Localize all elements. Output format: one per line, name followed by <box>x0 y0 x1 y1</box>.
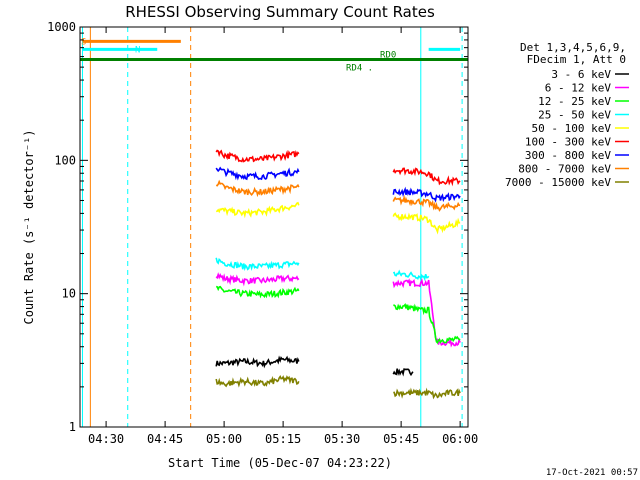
legend-label-1: 6 - 12 keV <box>545 82 612 95</box>
y-tick-label-0: 1 <box>69 420 76 434</box>
series-4-segment-0 <box>215 201 300 219</box>
series-1-segment-0 <box>215 272 300 287</box>
legend: Det 1,3,4,5,6,9,FDecim 1, Att 0 3 - 6 keV… <box>505 41 629 189</box>
series-6-segment-0 <box>215 166 300 181</box>
x-tick-label-1: 04:45 <box>147 432 183 446</box>
series-5 <box>215 149 461 187</box>
series-8 <box>215 375 461 400</box>
series-2-segment-1 <box>393 303 461 345</box>
legend-label-6: 300 - 800 keV <box>525 149 611 162</box>
legend-label-0: 3 - 6 keV <box>551 68 611 81</box>
series-1 <box>215 272 461 348</box>
series-3-segment-1 <box>392 269 430 282</box>
series-1-segment-1 <box>392 277 461 348</box>
series-3-segment-0 <box>215 257 300 272</box>
series-6-segment-1 <box>392 186 461 203</box>
legend-label-7: 800 - 7000 keV <box>518 163 611 176</box>
x-tick-label-4: 05:30 <box>324 432 360 446</box>
legend-label-8: 7000 - 15000 keV <box>505 176 611 189</box>
series-2-segment-0 <box>215 285 300 299</box>
x-axis-label: Start Time (05-Dec-07 04:23:22) <box>168 456 392 470</box>
legend-label-5: 100 - 300 keV <box>525 136 611 149</box>
plot-marks: S N RD4 . RD0 <box>80 27 468 427</box>
series-4 <box>215 201 461 235</box>
flag-label-rd4: RD4 . <box>346 64 373 74</box>
chart-title: RHESSI Observing Summary Count Rates <box>125 3 435 21</box>
plot-frame <box>79 26 469 428</box>
legend-label-3: 25 - 50 keV <box>538 109 611 122</box>
y-axis-label: Count Rate (s⁻¹ detector⁻¹) <box>22 129 36 324</box>
series-0-segment-0 <box>215 355 300 369</box>
x-tick-label-2: 05:00 <box>206 432 242 446</box>
y-tick-label-1: 10 <box>62 287 76 301</box>
series-7 <box>215 179 461 212</box>
footer-timestamp: 17-Oct-2021 00:57 <box>546 468 638 478</box>
series-6 <box>215 166 461 203</box>
x-tick-label-6: 06:00 <box>442 432 478 446</box>
y-tick-label-2: 100 <box>54 153 76 167</box>
flag-label-n: N <box>135 45 140 55</box>
x-tick-label-0: 04:30 <box>88 432 124 446</box>
x-tick-label-3: 05:15 <box>265 432 301 446</box>
series-2 <box>215 285 461 345</box>
legend-label-2: 12 - 25 keV <box>538 95 611 108</box>
series-0 <box>215 355 414 377</box>
axis-ticks: 04:30 04:45 05:00 05:15 05:30 05:45 06:00 1 10 10… <box>47 20 478 446</box>
series-8-segment-0 <box>215 375 300 388</box>
series-4-segment-1 <box>392 212 461 235</box>
flag-label-s: S <box>81 37 86 47</box>
series-3 <box>215 257 430 282</box>
series-7-segment-1 <box>392 194 461 212</box>
legend-header-1: FDecim 1, Att 0 <box>527 53 626 66</box>
legend-label-4: 50 - 100 keV <box>532 122 612 135</box>
series-7-segment-0 <box>215 179 300 198</box>
series-0-segment-1 <box>392 368 414 377</box>
flag-label-rd0: RD0 <box>380 51 396 61</box>
y-tick-label-3: 1000 <box>47 20 76 34</box>
series-5-segment-1 <box>392 167 461 187</box>
series-5-segment-0 <box>215 149 300 163</box>
series-8-segment-1 <box>393 387 461 400</box>
legend-header-0: Det 1,3,4,5,6,9, <box>520 41 626 54</box>
x-tick-label-5: 05:45 <box>383 432 419 446</box>
